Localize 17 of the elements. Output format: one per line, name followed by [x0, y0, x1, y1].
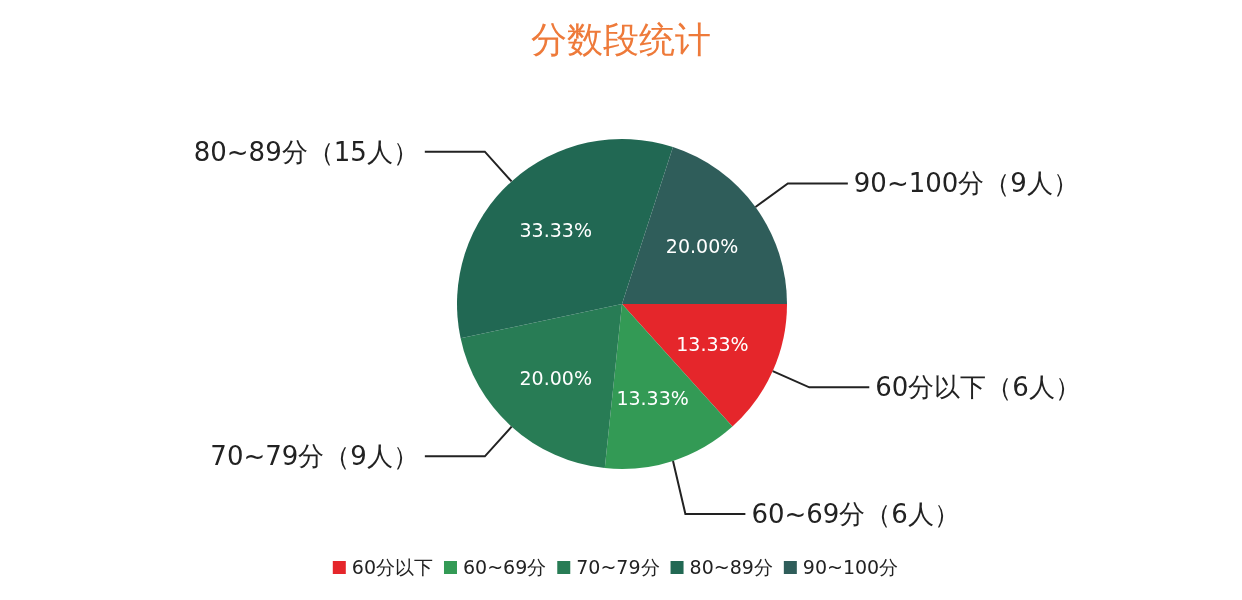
- legend-label: 90~100分: [802, 556, 899, 578]
- data-label: 13.33%: [676, 333, 749, 356]
- text: 60分以下（6人）: [875, 372, 1081, 403]
- text: 60~69分（6人）: [751, 498, 960, 529]
- legend-label: 70~79分: [576, 556, 660, 578]
- text: 70~79分（9人）: [210, 441, 419, 472]
- data-label: 13.33%: [616, 387, 689, 410]
- legend-label: 60~69分: [462, 556, 547, 578]
- legend-label: 60分以下: [351, 556, 433, 578]
- text: 90~100分（9人）: [853, 168, 1079, 199]
- text: 80~89分（15人）: [193, 136, 419, 167]
- data-label: 20.00%: [519, 366, 592, 389]
- legend-label: 80~89分: [689, 556, 773, 578]
- pie-slice: [622, 147, 787, 304]
- chart-title: 分数段统计: [531, 19, 711, 60]
- data-label: 20.00%: [665, 234, 739, 257]
- data-label: 33.33%: [519, 219, 592, 242]
